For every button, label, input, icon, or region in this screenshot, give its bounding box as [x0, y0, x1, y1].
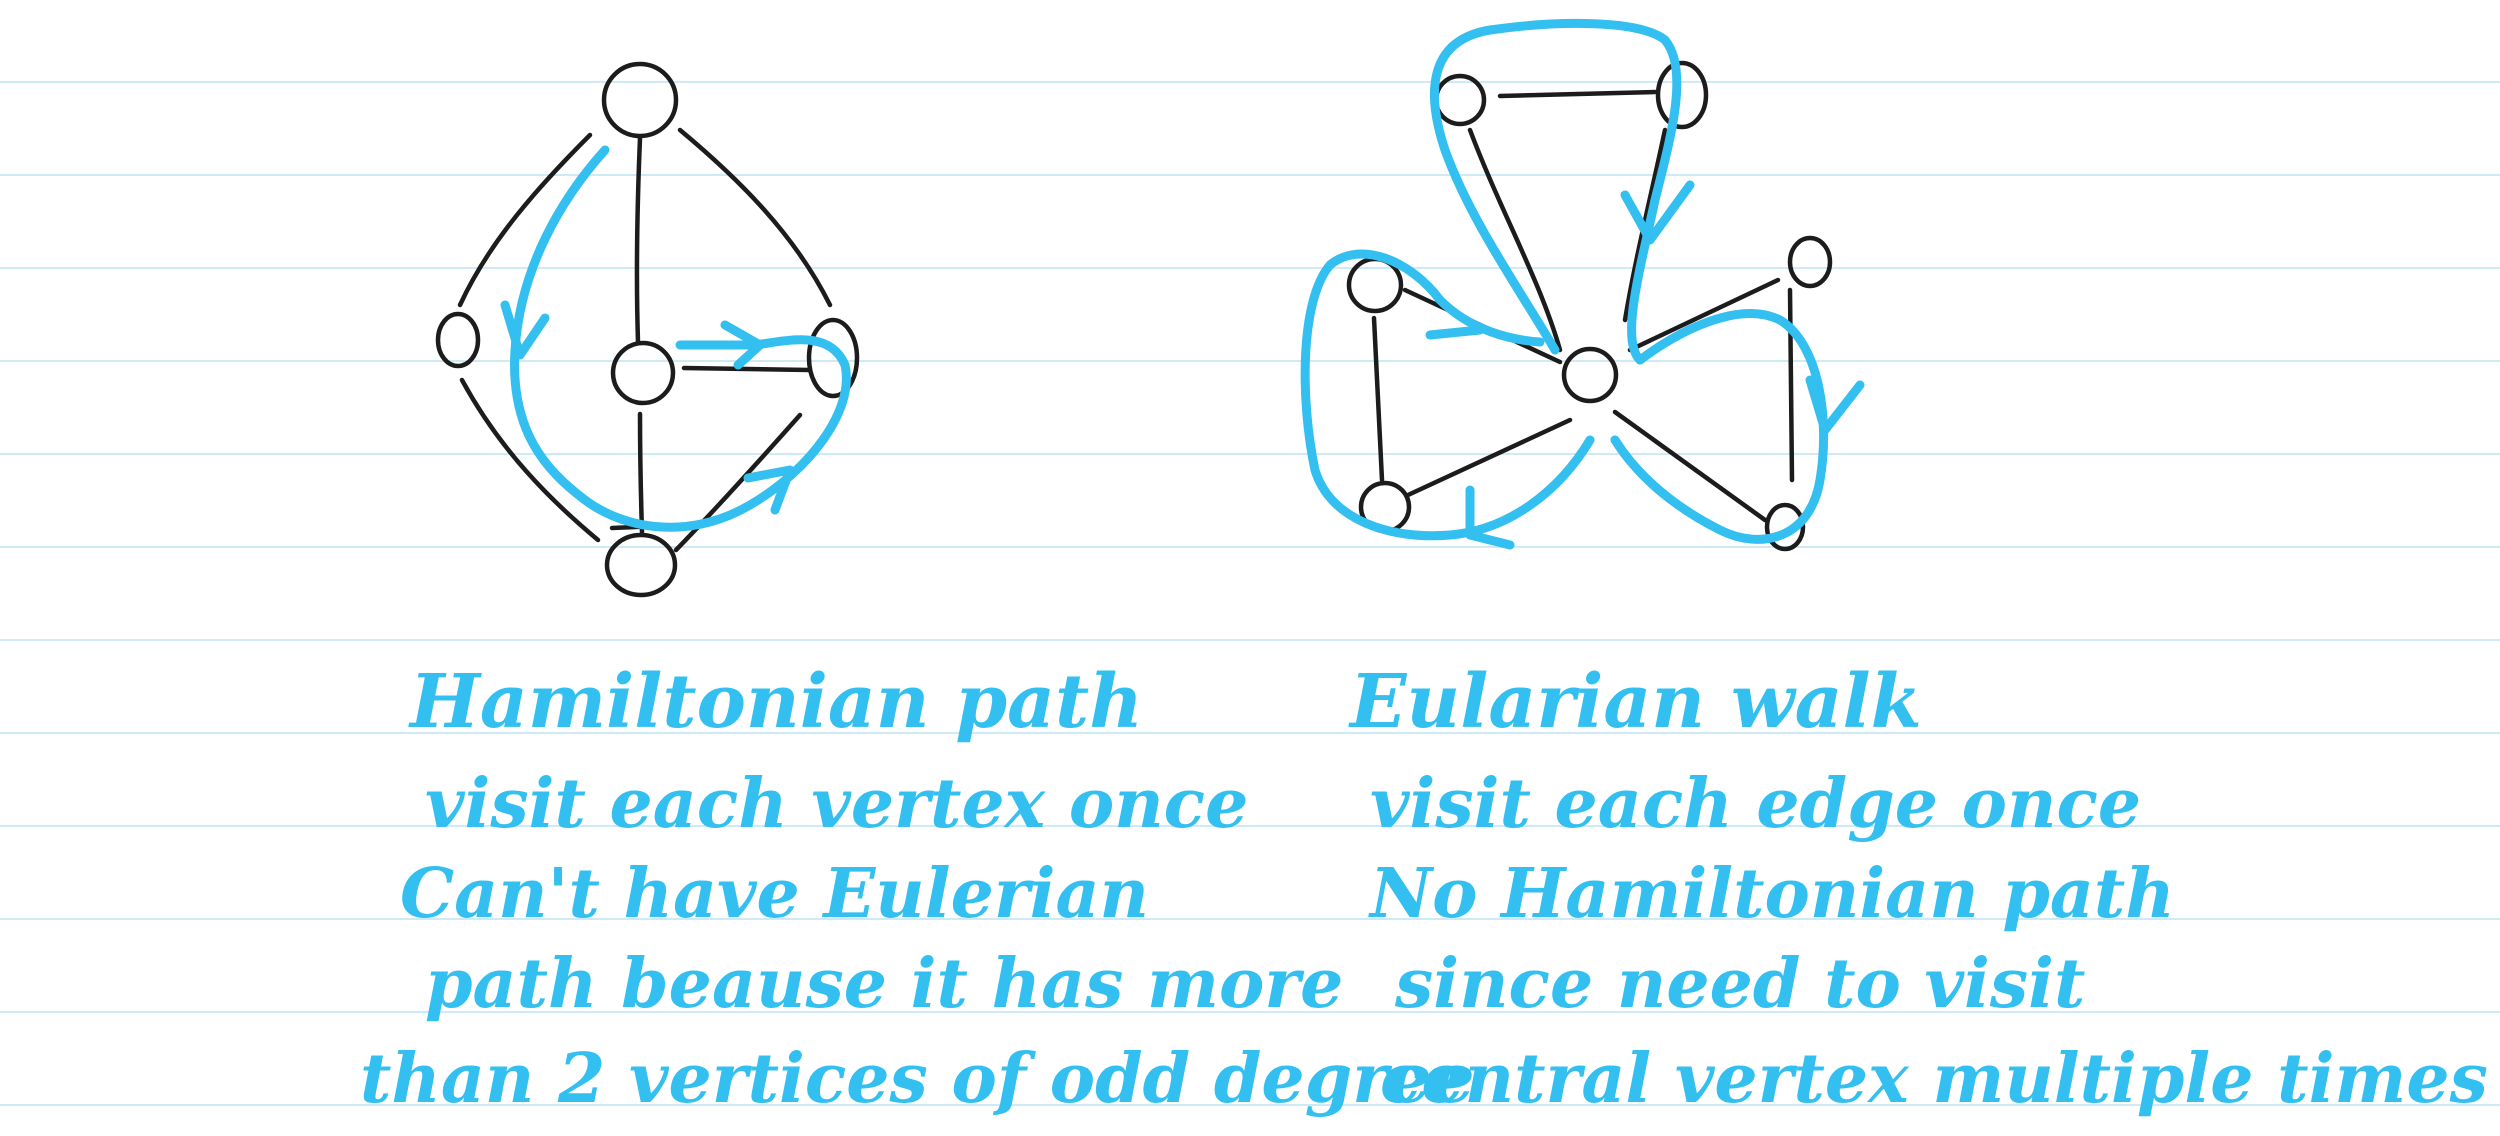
- hamiltonian-note-line-3: path beause it has more: [425, 944, 1344, 1024]
- edge-right-bottomright: [1787, 287, 1795, 483]
- edge-topleft-topright: [1497, 89, 1658, 99]
- edge-right-bottom: [673, 412, 803, 553]
- hamiltonian-note-line-4: than 2 vertices of odd degree: [360, 1039, 1475, 1119]
- eulerian-note-line-2: No Hamiltonian path: [1370, 854, 2175, 934]
- eulerian-note-line-4: central vertex multiple times: [1380, 1039, 2488, 1119]
- arrowhead-left-right: [1425, 325, 1485, 340]
- arrowhead-bottom-left: [1465, 485, 1515, 550]
- hamiltonian-path-title: Hamiltonian path: [410, 659, 1144, 745]
- eulerian-walk-loop-left: [1300, 249, 1595, 541]
- eulerian-graph-edges: [1371, 89, 1795, 523]
- eulerian-note-line-1: visit each edge once: [1370, 764, 2142, 844]
- edge-top-right: [677, 127, 833, 308]
- eulerian-graph-vertices: [1346, 60, 1833, 552]
- hamiltonian-path-trace: [500, 145, 851, 532]
- eulerian-walk-trace: [1300, 18, 1865, 550]
- vertex-center: [610, 340, 676, 406]
- vertex-bottom: [604, 532, 678, 598]
- hamiltonian-note-line-2: Can't have Eulerian: [400, 854, 1149, 934]
- vertex-right: [806, 317, 860, 399]
- arrowhead-right-down: [1805, 375, 1865, 435]
- edge-top-left: [457, 132, 593, 308]
- edge-bottomright-center: [1612, 409, 1768, 523]
- edge-center-right: [681, 365, 813, 373]
- vertex-right: [1787, 235, 1833, 289]
- edge-right-center: [1627, 277, 1781, 353]
- vertex-left: [1346, 256, 1404, 314]
- arrowhead-top-down: [1620, 180, 1695, 245]
- edge-top-center: [634, 135, 643, 345]
- hamiltonian-path-stroke: [510, 145, 851, 532]
- eulerian-walk-loop-right: [1610, 309, 1829, 544]
- vertex-center: [1561, 346, 1619, 404]
- edge-bottomleft-center: [1405, 417, 1573, 498]
- vertex-top-left: [1433, 73, 1487, 127]
- vertex-left: [435, 311, 481, 369]
- vertex-top-right: [1655, 60, 1709, 130]
- edge-left-bottomleft: [1371, 315, 1385, 483]
- hamiltonian-note-line-1: visit each vertex once: [425, 764, 1249, 844]
- arrowhead-left-back: [720, 320, 765, 370]
- edge-left-bottom: [459, 377, 601, 543]
- arrowhead-lower-right: [743, 465, 795, 515]
- eulerian-walk-loop-top: [1430, 18, 1682, 365]
- eulerian-walk-title: Eularian walk: [1350, 659, 1922, 745]
- arrowhead-left-down: [500, 300, 550, 360]
- eulerian-note-line-3: since need to visit: [1395, 944, 2086, 1024]
- vertex-bottom-right: [1764, 502, 1806, 552]
- edge-topleft-center: [1467, 127, 1563, 353]
